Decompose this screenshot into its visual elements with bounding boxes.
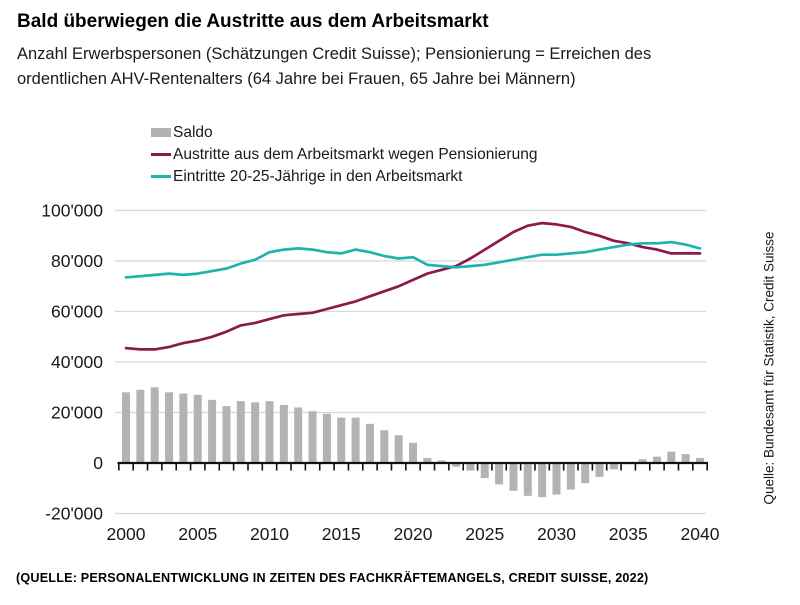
x-axis: [117, 461, 708, 471]
saldo-bars: [122, 387, 704, 498]
legend-label: Austritte aus dem Arbeitsmarkt wegen Pen…: [173, 145, 538, 163]
chart-area: 100'000 80'000 60'000 40'000 20'000 0 -20'000 2…: [0, 188, 760, 560]
source-note-vertical: Quelle: Bundesamt für Statistik, Credit …: [761, 231, 777, 505]
eintritte-line-swatch-icon: [151, 175, 171, 178]
austritte-line-swatch-icon: [151, 153, 171, 156]
svg-text:80'000: 80'000: [51, 251, 103, 271]
legend-label: Eintritte 20-25-Jährige in den Arbeitsma…: [173, 167, 463, 185]
svg-text:2010: 2010: [250, 524, 289, 544]
legend-label: Saldo: [173, 123, 213, 141]
x-axis-labels: 2000 2005 2010 2015 2020 2025 2030 2035 2040: [107, 524, 720, 544]
svg-text:0: 0: [93, 453, 103, 473]
saldo-swatch-icon: [151, 128, 171, 137]
svg-text:100'000: 100'000: [41, 201, 103, 221]
footer-source-caption: (QUELLE: PERSONALENTWICKLUNG IN ZEITEN D…: [16, 570, 649, 585]
austritte-line: [124, 221, 702, 351]
svg-text:2015: 2015: [322, 524, 361, 544]
svg-text:20'000: 20'000: [51, 403, 103, 423]
svg-text:2020: 2020: [394, 524, 433, 544]
svg-text:2005: 2005: [178, 524, 217, 544]
legend-item-saldo: Saldo: [151, 124, 537, 141]
svg-text:40'000: 40'000: [51, 352, 103, 372]
page-title: Bald überwiegen die Austritte aus dem Ar…: [17, 11, 489, 32]
svg-text:60'000: 60'000: [51, 302, 103, 322]
svg-text:-20'000: -20'000: [45, 504, 103, 524]
svg-text:2040: 2040: [681, 524, 720, 544]
svg-text:2035: 2035: [609, 524, 648, 544]
chart-subtitle: Anzahl Erwerbspersonen (Schätzungen Cred…: [17, 45, 652, 88]
svg-text:2025: 2025: [465, 524, 504, 544]
chart-legend: Saldo Austritte aus dem Arbeitsmarkt weg…: [151, 124, 537, 185]
y-axis-labels: 100'000 80'000 60'000 40'000 20'000 0 -20'000: [41, 201, 103, 524]
svg-text:2000: 2000: [107, 524, 146, 544]
legend-item-austritte: Austritte aus dem Arbeitsmarkt wegen Pen…: [151, 146, 537, 163]
svg-text:2030: 2030: [537, 524, 576, 544]
eintritte-line: [124, 240, 702, 279]
chart-canvas: 100'00080'00060'00040'00020'0000-20'0002…: [41, 201, 720, 545]
legend-item-eintritte: Eintritte 20-25-Jährige in den Arbeitsma…: [151, 168, 537, 185]
